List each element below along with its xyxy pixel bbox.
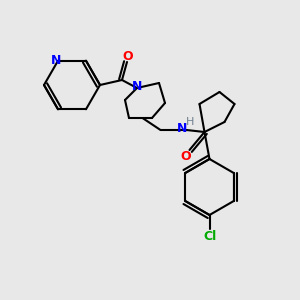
- Text: N: N: [51, 54, 61, 67]
- Text: N: N: [177, 122, 188, 134]
- Text: H: H: [186, 117, 195, 127]
- Text: Cl: Cl: [203, 230, 216, 244]
- Text: O: O: [180, 151, 191, 164]
- Text: N: N: [132, 80, 142, 94]
- Text: O: O: [123, 50, 133, 64]
